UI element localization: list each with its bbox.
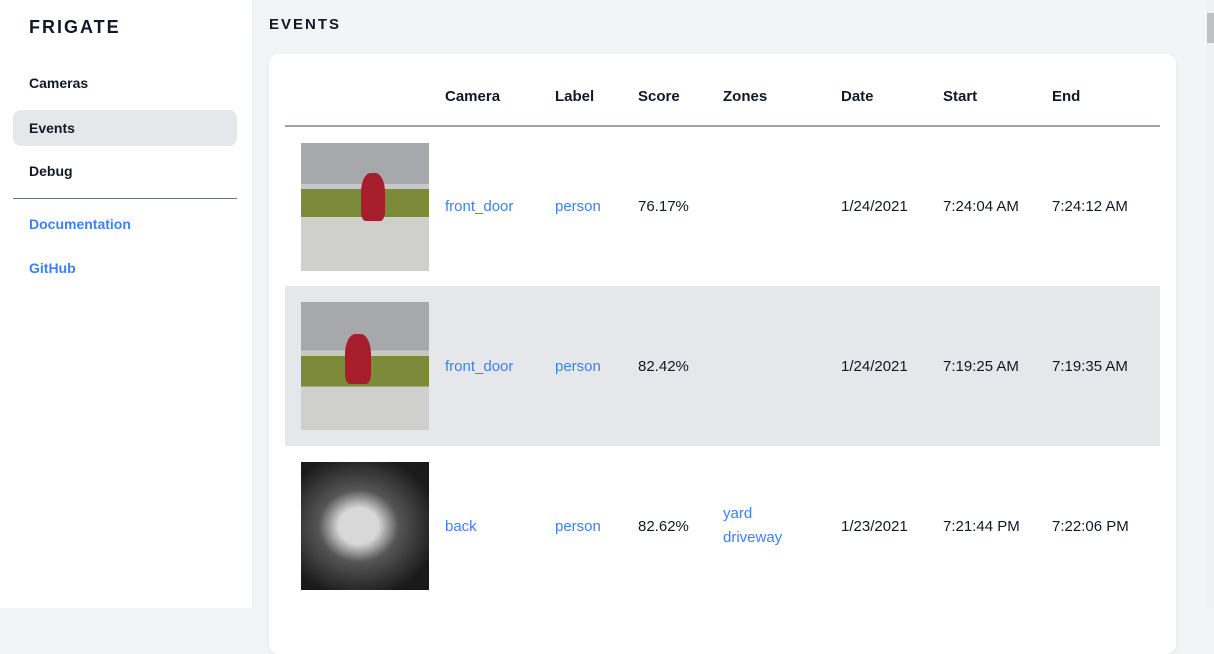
sidebar-link-github[interactable]: GitHub — [29, 260, 76, 276]
score: 82.42% — [638, 286, 723, 446]
date: 1/24/2021 — [841, 198, 908, 215]
sidebar-item-debug[interactable]: Debug — [29, 163, 73, 179]
table-row[interactable]: front_door person 82.42% 1/24/2021 7:19:… — [285, 286, 1160, 446]
sidebar: FRIGATE Cameras Events Debug Documentati… — [0, 0, 253, 608]
table-row[interactable]: front_door person 76.17% 1/24/2021 7:24:… — [285, 126, 1160, 286]
page-scrollbar[interactable] — [1207, 0, 1214, 608]
brand-logo[interactable]: FRIGATE — [29, 17, 121, 37]
events-table: Camera Label Score Zones Date Start End … — [285, 54, 1160, 606]
sidebar-item-cameras[interactable]: Cameras — [29, 75, 89, 91]
sidebar-divider — [13, 198, 237, 199]
camera-link[interactable]: front_door — [445, 198, 514, 215]
camera-link[interactable]: front_door — [445, 357, 514, 375]
date: 1/24/2021 — [841, 286, 943, 446]
zones — [723, 126, 841, 286]
start-time: 7:24:04 AM — [943, 198, 1019, 215]
header-camera: Camera — [445, 54, 555, 127]
end-time: 7:24:12 AM — [1052, 198, 1128, 215]
event-thumbnail[interactable] — [301, 302, 429, 430]
event-thumbnail[interactable] — [301, 142, 429, 271]
header-end: End — [1052, 54, 1160, 127]
header-thumbnail — [285, 54, 445, 127]
sidebar-link-documentation[interactable]: Documentation — [29, 216, 131, 232]
label-link[interactable]: person — [555, 517, 601, 535]
sidebar-item-events[interactable]: Events — [13, 110, 237, 146]
date: 1/23/2021 — [841, 517, 908, 535]
camera-link[interactable]: back — [445, 517, 477, 535]
zones: yard driveway — [723, 446, 841, 606]
start-time: 7:19:25 AM — [943, 286, 1052, 446]
event-thumbnail[interactable] — [301, 462, 429, 590]
table-row[interactable]: back person 82.62% yard driveway 1/23/202… — [285, 446, 1160, 606]
header-start: Start — [943, 54, 1052, 127]
zones — [723, 286, 841, 446]
end-time: 7:22:06 PM — [1052, 517, 1129, 535]
header-date: Date — [841, 54, 943, 127]
score: 76.17% — [638, 198, 689, 215]
zone-link-driveway[interactable]: driveway — [723, 529, 783, 546]
end-time: 7:19:35 AM — [1052, 286, 1160, 446]
score: 82.62% — [638, 517, 689, 535]
header-label: Label — [555, 54, 638, 127]
events-card: Camera Label Score Zones Date Start End … — [269, 54, 1176, 654]
header-zones: Zones — [723, 54, 841, 127]
header-score: Score — [638, 54, 723, 127]
scrollbar-thumb[interactable] — [1207, 13, 1214, 43]
page-title: EVENTS — [269, 16, 342, 33]
label-link[interactable]: person — [555, 357, 601, 375]
label-link[interactable]: person — [555, 198, 601, 215]
start-time: 7:21:44 PM — [943, 517, 1020, 535]
zone-link-yard[interactable]: yard — [723, 505, 753, 522]
table-header: Camera Label Score Zones Date Start End — [285, 54, 1160, 127]
